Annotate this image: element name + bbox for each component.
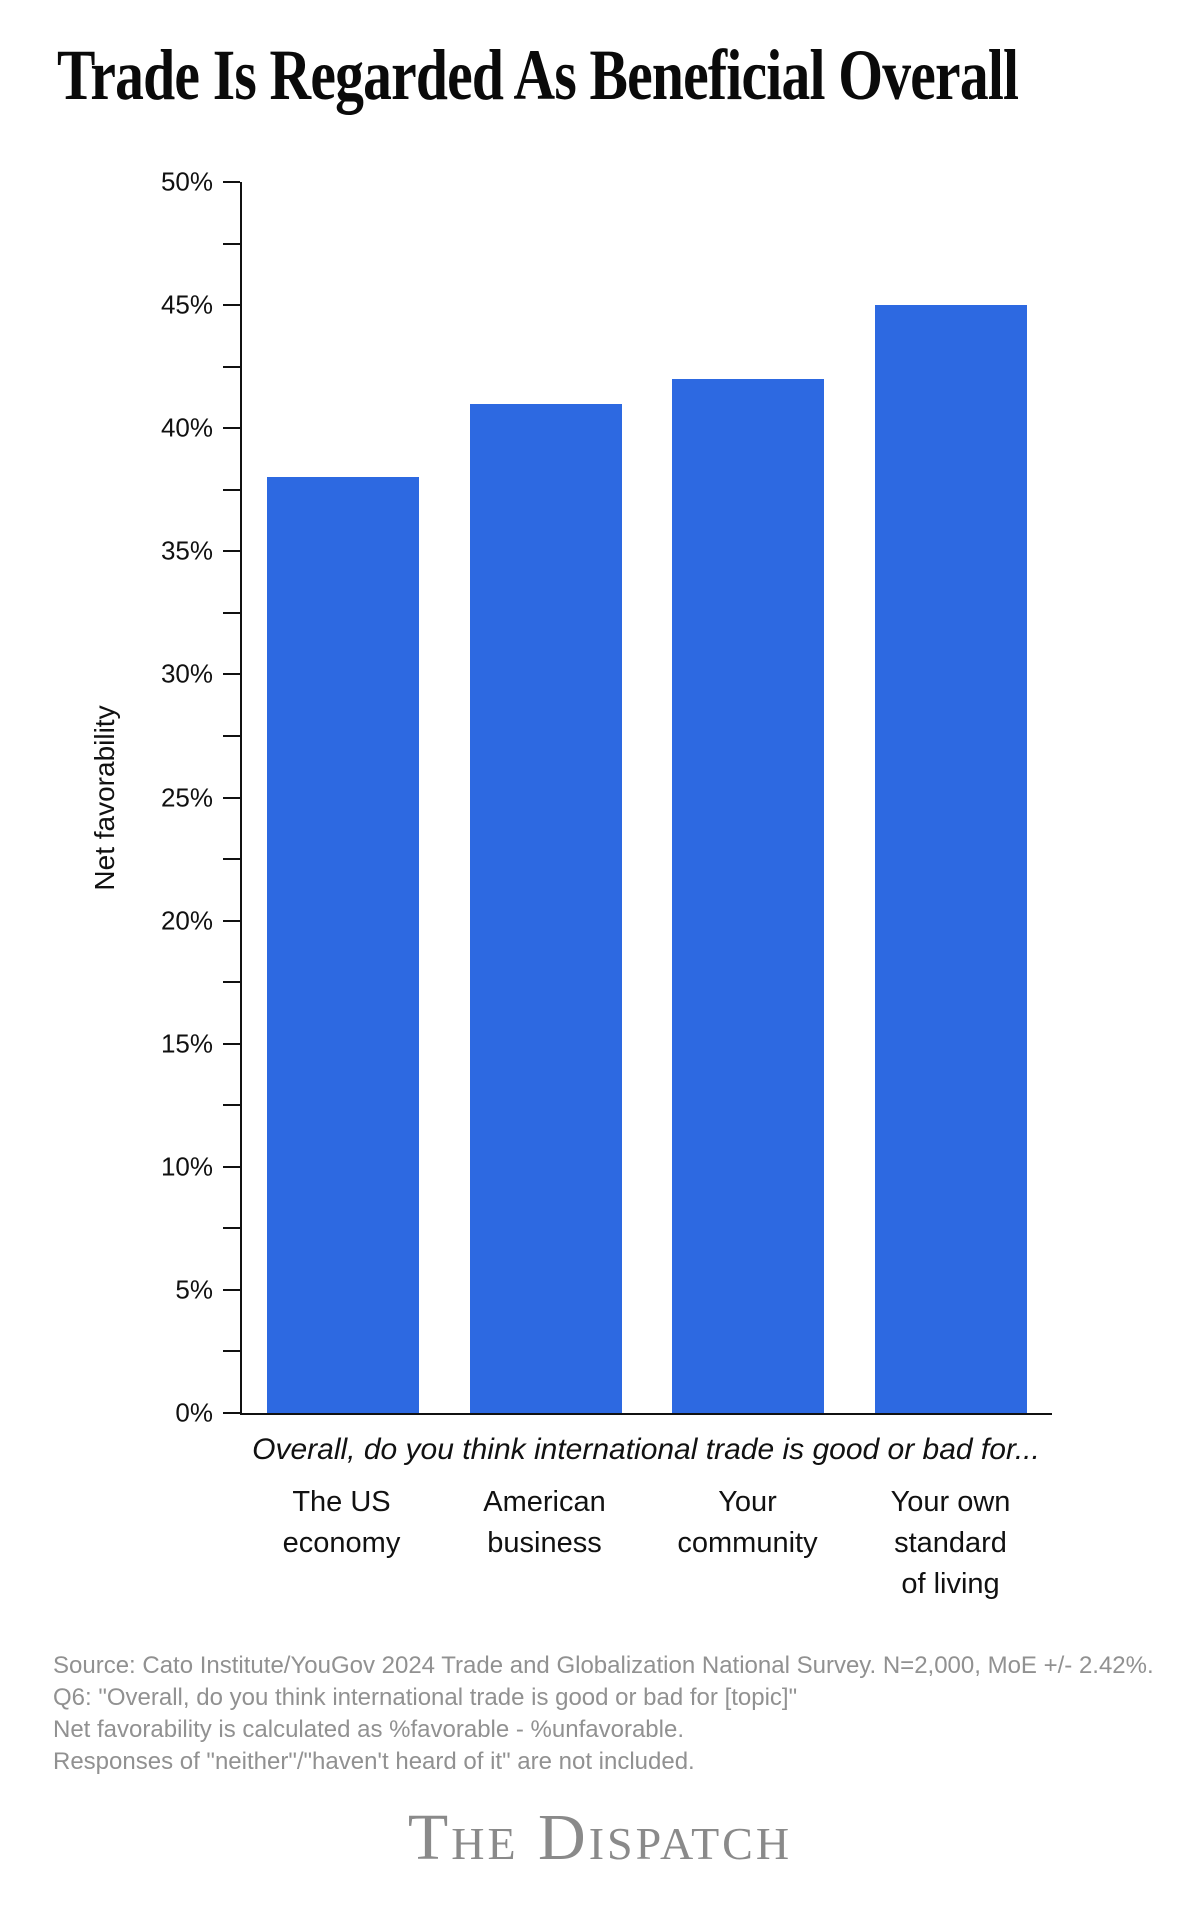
y-tick (223, 488, 240, 491)
y-tick (223, 1165, 240, 1168)
y-tick (223, 365, 240, 368)
bar-slot (242, 182, 445, 1413)
y-tick (223, 1350, 240, 1353)
y-tick (223, 1104, 240, 1107)
y-tick-label: 35% (160, 535, 213, 566)
y-tick (223, 858, 240, 861)
y-tick-label: 20% (160, 905, 213, 936)
y-tick (223, 1288, 240, 1291)
bar-slot (850, 182, 1053, 1413)
y-tick-label: 50% (160, 166, 213, 197)
category-label-4: Your own standard of living (890, 1486, 1011, 1600)
y-tick (223, 1042, 240, 1045)
bar-4 (874, 305, 1027, 1413)
y-tick-label: 40% (160, 412, 213, 443)
bar-3 (672, 378, 825, 1413)
y-tick (223, 1227, 240, 1230)
category-label-1: The US economy (282, 1486, 401, 1559)
y-tick (223, 427, 240, 430)
bars (242, 182, 1052, 1413)
chart-title: Trade Is Regarded As Beneficial Overall (57, 35, 1019, 115)
y-tick-label: 0% (175, 1397, 213, 1428)
y-tick-label: 30% (160, 658, 213, 689)
dispatch-logo: The Dispatch (407, 1801, 793, 1874)
y-tick (223, 304, 240, 307)
y-tick (223, 611, 240, 614)
source-line: Q6: "Overall, do you think international… (53, 1684, 798, 1711)
source-line: Net favorability is calculated as %favor… (53, 1716, 684, 1743)
bar-1 (267, 477, 420, 1413)
plot-area: 0% 5% 10% 15% 20% 25% 30% 35% 40% 45% 50% (161, 167, 1052, 1428)
y-tick-label: 15% (160, 1028, 213, 1059)
bar-2 (469, 403, 622, 1413)
source-block: Source: Cato Institute/YouGov 2024 Trade… (53, 1650, 1154, 1778)
y-axis-title: Net favorability (89, 705, 120, 891)
y-tick (223, 181, 240, 183)
category-label-3: Your community (677, 1486, 818, 1559)
y-tick-label: 25% (160, 782, 213, 812)
y-tick (223, 796, 240, 799)
y-tick-label: 10% (160, 1151, 213, 1182)
category-label-2: American business (483, 1486, 606, 1559)
y-tick-label: 5% (175, 1274, 213, 1305)
y-tick (223, 734, 240, 737)
y-tick (223, 242, 240, 245)
source-line: Source: Cato Institute/YouGov 2024 Trade… (53, 1652, 1154, 1679)
y-tick-label: 45% (160, 289, 213, 320)
y-tick (223, 550, 240, 553)
y-tick (223, 919, 240, 922)
y-tick (223, 1412, 240, 1414)
y-tick (223, 673, 240, 676)
bar-slot (445, 182, 648, 1413)
bar-slot (647, 182, 850, 1413)
category-labels: The US economy American business Your comm… (240, 1482, 1052, 1605)
y-tick (223, 981, 240, 984)
source-line: Responses of "neither"/"haven't heard of… (53, 1748, 695, 1775)
x-axis-caption: Overall, do you think international trad… (252, 1433, 1040, 1466)
